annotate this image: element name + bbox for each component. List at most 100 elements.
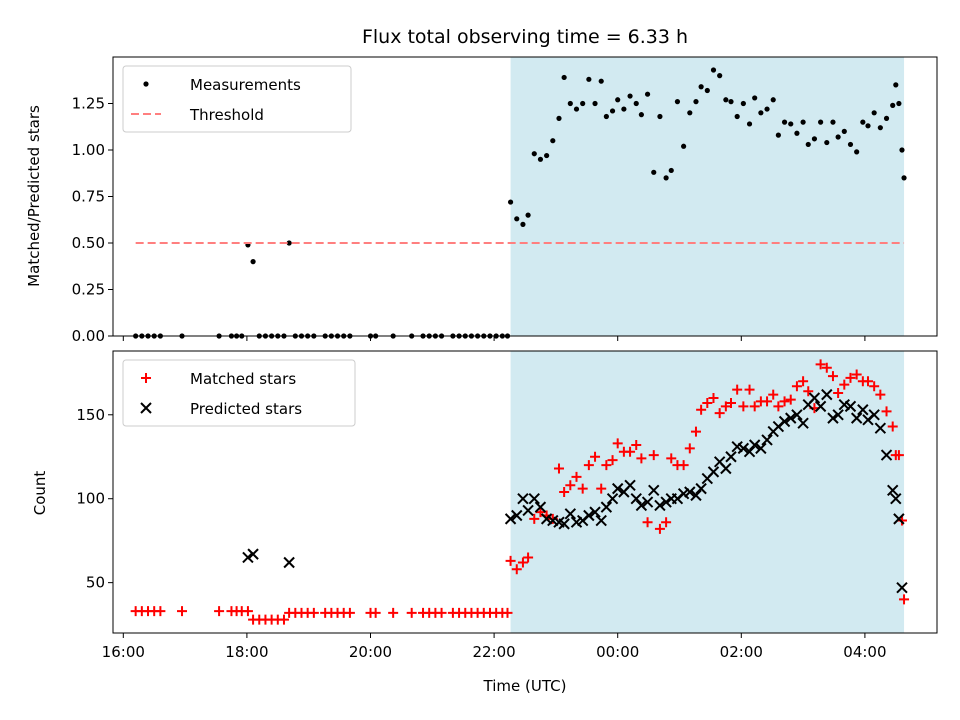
matched-star-point: [768, 389, 779, 400]
measurement-point: [603, 113, 609, 120]
predicted-star-point: [583, 509, 595, 522]
measurement-point: [865, 123, 871, 129]
matched-star-point: [436, 607, 447, 618]
top-panel: 0.00 0.25 0.50 0.75 1.00 1.25 Flux total obse…: [25, 26, 938, 345]
x-tick-label: 16:00: [102, 643, 145, 661]
matched-star-point: [636, 453, 647, 464]
matched-star-point: [749, 401, 760, 412]
matched-star-point: [523, 552, 534, 563]
measurement-point: [644, 91, 651, 97]
measurement-point: [531, 151, 537, 157]
matched-star-point: [702, 398, 713, 409]
matched-star-point: [726, 398, 736, 409]
predicted-star-point: [528, 493, 540, 505]
x-tick-label: 04:00: [843, 643, 886, 661]
predicted-star-point: [832, 409, 844, 421]
predicted-star-point: [844, 400, 857, 413]
measurement-point: [550, 138, 556, 144]
y-tick-label: 1.00: [72, 141, 105, 159]
measurement-point: [824, 139, 830, 146]
measurement-point: [752, 95, 758, 101]
x-tick-label: 00:00: [596, 643, 639, 661]
matched-star-point: [803, 386, 814, 397]
matched-star-point: [654, 523, 665, 534]
measurement-point: [901, 175, 907, 181]
matched-star-point: [214, 606, 225, 617]
matched-star-point: [370, 607, 381, 618]
matched-star-point: [583, 460, 594, 471]
measurement-point: [734, 113, 740, 120]
measurement-point: [609, 108, 616, 114]
bottom-y-axis-label: Count: [31, 471, 49, 516]
measurement-point: [586, 76, 592, 82]
measurement-point: [520, 221, 526, 227]
matched-star-point: [535, 507, 546, 518]
predicted-star-point: [720, 462, 732, 475]
matched-star-point: [732, 384, 743, 395]
matched-star-point: [406, 607, 417, 618]
measurement-point: [883, 115, 890, 121]
measurement-point: [668, 167, 674, 174]
measurement-point: [693, 99, 699, 105]
matched-star-point: [517, 557, 528, 568]
matched-star-point: [571, 471, 582, 482]
predicted-star-point: [887, 484, 899, 497]
matched-star-point: [899, 594, 910, 605]
predicted-star-point: [511, 509, 523, 522]
measurement-point: [598, 78, 604, 84]
predicted-star-point: [857, 404, 869, 416]
predicted-star-point: [606, 493, 619, 505]
predicted-star-point: [874, 422, 887, 434]
legend-box: [122, 359, 356, 427]
measurement-point: [710, 67, 717, 73]
chart-title: Flux total observing time = 6.33 h: [362, 26, 688, 48]
measurement-point: [800, 119, 806, 125]
predicted-star-point: [695, 482, 707, 495]
observing-span-band: [510, 57, 905, 336]
predicted-star-point: [755, 442, 767, 455]
measurement-point: [567, 100, 573, 107]
matched-star-point: [798, 376, 809, 387]
legend-threshold-label: Threshold: [189, 106, 264, 124]
measurement-point: [740, 100, 746, 107]
legend-matched-stars-marker: [141, 373, 151, 383]
measurement-point: [286, 240, 292, 246]
matched-star-point: [155, 606, 166, 617]
predicted-star-point: [748, 439, 761, 451]
measurement-point: [728, 99, 734, 105]
legend-matched-stars-label: Matched stars: [190, 370, 296, 388]
predicted-star-point: [707, 466, 720, 478]
predicted-star-point: [778, 415, 791, 428]
predicted-star-point: [534, 501, 547, 513]
measurement-point: [847, 141, 854, 148]
matched-star-point: [773, 401, 784, 412]
matched-star-point: [559, 487, 570, 497]
legend-predicted-stars-label: Predicted stars: [190, 400, 302, 418]
matched-star-point: [565, 480, 576, 491]
predicted-star-point: [850, 412, 863, 424]
predicted-star-point: [690, 489, 702, 502]
measurement-point: [818, 119, 824, 125]
matched-star-point: [881, 406, 892, 417]
matched-star-point: [648, 450, 659, 461]
matched-star-point: [845, 372, 856, 383]
predicted-star-point: [589, 506, 601, 518]
measurement-point: [871, 110, 877, 116]
series-measurements: [133, 67, 907, 339]
predicted-star-point: [611, 482, 624, 495]
predicted-star-point: [808, 392, 821, 404]
measurement-point: [592, 100, 598, 107]
matched-star-point: [625, 446, 636, 457]
measurement-point: [854, 149, 860, 155]
matched-star-point: [779, 396, 790, 407]
matched-star-point: [862, 376, 873, 387]
predicted-star-point: [797, 417, 809, 429]
x-tick-label: 22:00: [472, 643, 515, 661]
predicted-star-point: [684, 486, 696, 498]
measurement-point: [525, 212, 531, 218]
measurement-point: [758, 110, 764, 116]
predicted-star-point: [624, 479, 636, 491]
matched-star-point: [827, 371, 838, 382]
matched-star-point: [577, 483, 588, 494]
